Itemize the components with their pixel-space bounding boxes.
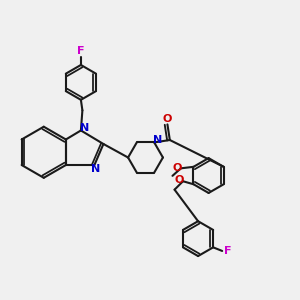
Text: O: O (174, 175, 184, 185)
Text: N: N (91, 164, 100, 174)
Text: O: O (172, 163, 182, 173)
Text: N: N (153, 135, 162, 145)
Text: O: O (163, 114, 172, 124)
Text: F: F (77, 46, 85, 56)
Text: N: N (80, 123, 89, 134)
Text: F: F (224, 246, 232, 256)
